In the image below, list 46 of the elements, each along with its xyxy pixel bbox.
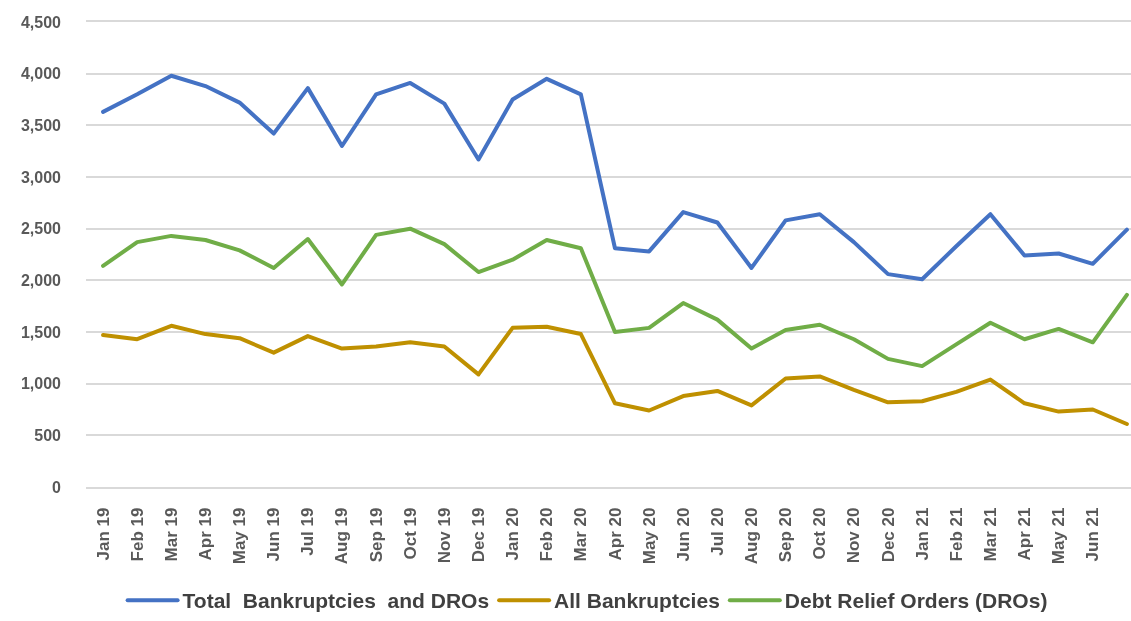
x-tick-label: Jun 21 xyxy=(1083,507,1103,562)
y-tick-label: 1,500 xyxy=(20,323,62,341)
x-tick-label: Oct 20 xyxy=(810,507,830,560)
x-tick-label: May 19 xyxy=(230,507,250,565)
line-series xyxy=(101,323,1129,426)
y-tick-label: 4,000 xyxy=(20,65,62,83)
line-series xyxy=(101,226,1129,369)
y-tick-label: 3,500 xyxy=(20,116,62,134)
line-series xyxy=(101,73,1129,282)
y-tick-label: 2,000 xyxy=(20,271,62,289)
x-tick-label: Feb 19 xyxy=(127,507,147,562)
x-tick-label: Jul 20 xyxy=(707,507,727,556)
x-tick-label: Nov 19 xyxy=(434,507,454,564)
x-tick-label: Jan 21 xyxy=(912,507,932,561)
x-tick-label: Jun 19 xyxy=(264,507,284,562)
x-tick-label: Sep 19 xyxy=(366,507,386,563)
x-tick-label: Dec 19 xyxy=(468,507,488,563)
y-tick-label: 0 xyxy=(52,478,62,496)
x-tick-label: Oct 19 xyxy=(400,507,420,560)
legend-label: All Bankruptcies xyxy=(554,589,720,613)
legend-label: Debt Relief Orders (DROs) xyxy=(784,589,1048,613)
x-tick-label: Apr 20 xyxy=(605,507,625,561)
x-tick-label: Jun 20 xyxy=(673,507,693,562)
x-tick-label: Jul 19 xyxy=(298,507,318,556)
x-tick-label: Apr 19 xyxy=(195,507,215,561)
x-tick-label: Apr 21 xyxy=(1015,507,1035,561)
y-tick-label: 500 xyxy=(34,426,62,444)
x-tick-label: Sep 20 xyxy=(776,507,796,563)
x-tick-label: Mar 20 xyxy=(571,507,591,562)
y-tick-label: 2,500 xyxy=(20,220,62,238)
y-tick-label: 3,000 xyxy=(20,168,62,186)
x-tick-label: Mar 21 xyxy=(980,507,1000,562)
x-tick-label: Dec 20 xyxy=(878,507,898,563)
x-tick-label: Feb 20 xyxy=(537,507,557,562)
x-tick-label: Nov 20 xyxy=(844,507,864,564)
x-tick-label: Aug 20 xyxy=(742,507,762,565)
y-tick-label: 4,500 xyxy=(20,13,62,31)
x-tick-label: Mar 19 xyxy=(161,507,181,562)
x-tick-label: Jan 20 xyxy=(503,507,523,561)
legend-label: Total Bankruptcies and DROs xyxy=(182,589,490,613)
x-tick-label: May 20 xyxy=(639,507,659,565)
x-tick-label: Aug 19 xyxy=(332,507,352,565)
x-tick-label: May 21 xyxy=(1049,507,1069,565)
x-tick-label: Feb 21 xyxy=(946,507,966,562)
y-tick-label: 1,000 xyxy=(20,375,62,393)
x-tick-label: Jan 19 xyxy=(93,507,113,561)
